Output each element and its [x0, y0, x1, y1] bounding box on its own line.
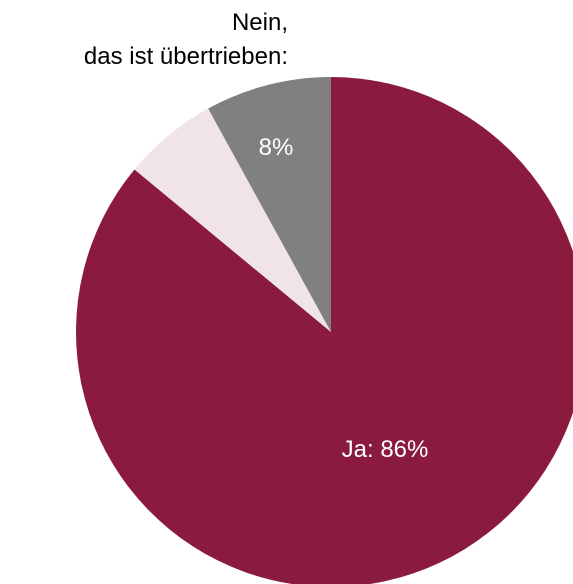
slice-label-nein-value: 8% — [259, 134, 294, 161]
slice-weiss-nicht — [134, 108, 331, 332]
slice-label-nein-line1: Nein, — [232, 9, 288, 36]
slice-nein — [208, 77, 331, 332]
slice-label-nein-line2: das ist übertrieben: — [84, 43, 288, 70]
slice-label-ja: Ja: 86% — [342, 436, 429, 463]
slice-ja — [76, 77, 573, 584]
pie-slices — [76, 77, 573, 584]
